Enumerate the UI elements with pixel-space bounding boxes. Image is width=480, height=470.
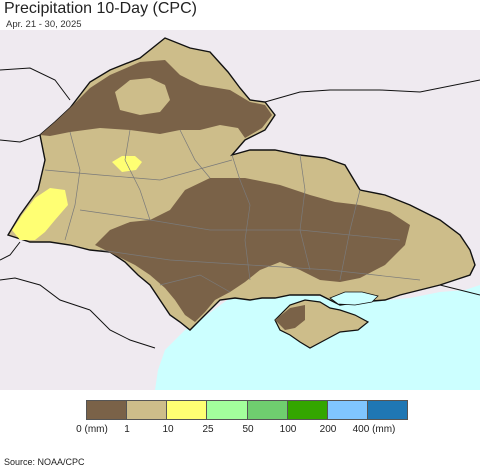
legend-swatch-0 bbox=[87, 401, 128, 419]
legend-swatch-1 bbox=[127, 401, 168, 419]
legend-label: 100 bbox=[279, 424, 297, 435]
legend-label: 50 bbox=[242, 424, 254, 435]
south-dry-zone bbox=[95, 178, 410, 322]
west-wet-patch bbox=[12, 188, 68, 240]
north-tan-island bbox=[115, 78, 170, 115]
map-subtitle: Apr. 21 - 30, 2025 bbox=[6, 19, 82, 30]
legend-label: 10 bbox=[162, 424, 174, 435]
legend-label: 400 (mm) bbox=[352, 424, 396, 435]
precipitation-legend bbox=[86, 400, 408, 420]
oblast-borders bbox=[44, 129, 421, 293]
map-title: Precipitation 10-Day (CPC) bbox=[4, 0, 197, 17]
legend-label: 200 bbox=[319, 424, 337, 435]
legend-swatch-400 bbox=[367, 401, 407, 419]
country-borders bbox=[0, 67, 480, 349]
legend-label: 25 bbox=[202, 424, 214, 435]
legend-swatch-25 bbox=[207, 401, 248, 419]
legend-labels: 0 (mm) 1 10 25 50 100 200 400 (mm) bbox=[0, 424, 480, 438]
legend-swatch-200 bbox=[327, 401, 368, 419]
source-credit: Source: NOAA/CPC bbox=[4, 457, 85, 467]
legend-swatch-50 bbox=[247, 401, 288, 419]
legend-label: 1 bbox=[124, 424, 130, 435]
legend-swatch-10 bbox=[167, 401, 208, 419]
legend-swatch-100 bbox=[287, 401, 328, 419]
azov-sea bbox=[329, 291, 379, 306]
legend-label: 0 (mm) bbox=[76, 424, 108, 435]
crimea-west-dry bbox=[275, 305, 305, 330]
precipitation-map bbox=[0, 30, 480, 390]
